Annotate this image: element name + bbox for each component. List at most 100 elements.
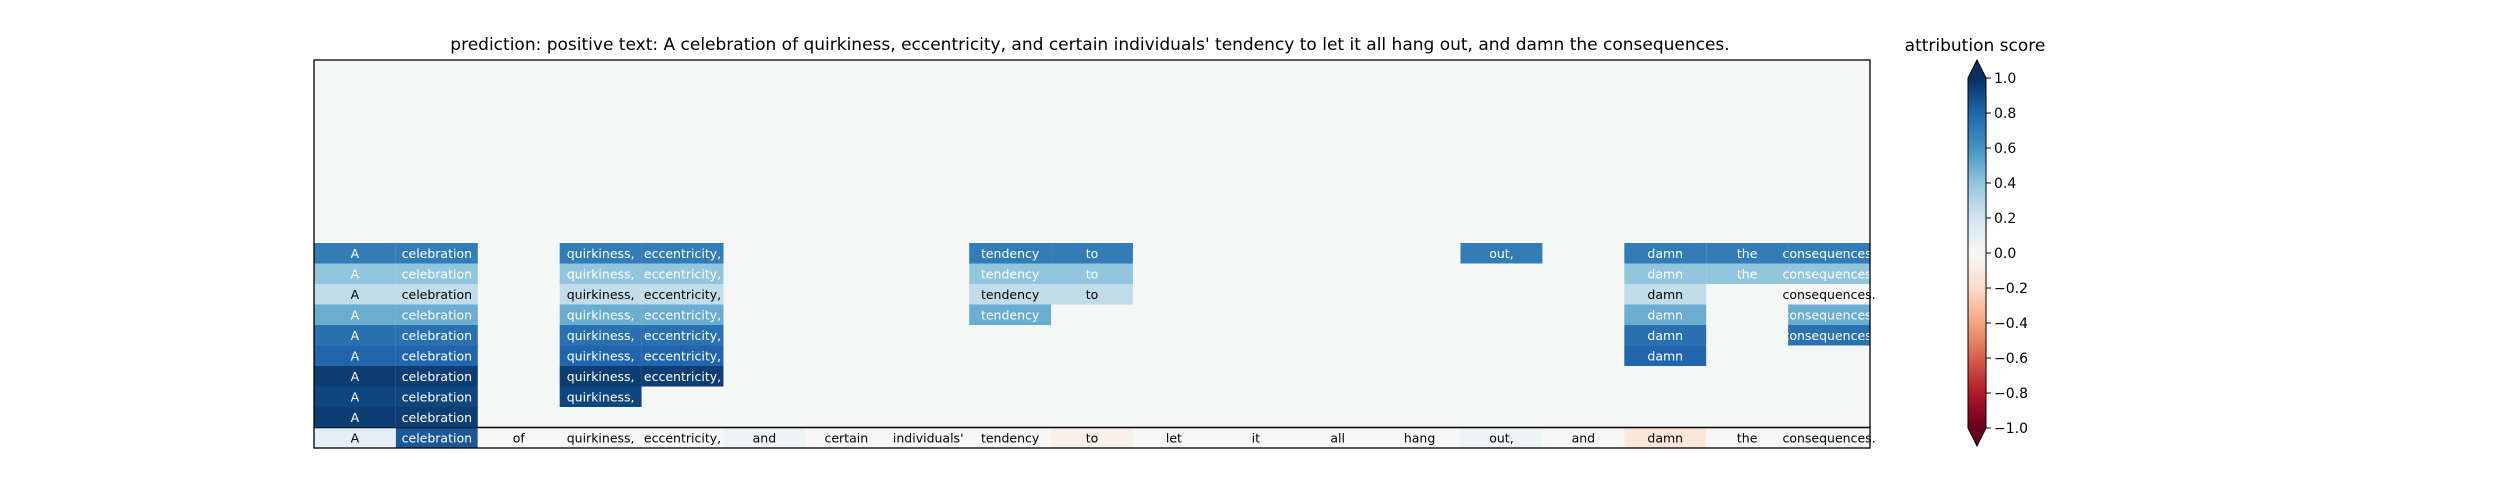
stack-row-7-token-17-cell — [1706, 263, 1789, 284]
base-token-18-label: consequences. — [1782, 430, 1875, 445]
stack-row-7-token-9-cell — [1051, 263, 1133, 284]
stack-row-5-token-18-label: consequences. — [1782, 307, 1875, 322]
stack-row-3-token-3-label: quirkiness, — [567, 348, 635, 363]
stack-row-8-token-1-cell — [395, 243, 478, 264]
stack-row-8-token-0-label: A — [351, 246, 360, 261]
stack-row-5-token-1-label: celebration — [402, 307, 472, 322]
stack-row-2-token-1-cell — [395, 366, 478, 387]
colorbar-tick-label-3: 0.4 — [1994, 176, 2016, 192]
base-token-4-cell — [641, 427, 724, 448]
stack-row-5-token-0-label: A — [351, 307, 360, 322]
stack-row-4-token-18-cell — [1788, 325, 1870, 346]
stack-row-2-token-0-label: A — [351, 369, 360, 384]
colorbar-tick-label-9: −0.8 — [1994, 386, 2028, 402]
base-token-7-label: individuals' — [893, 430, 964, 445]
stack-row-3-token-16-label: damn — [1647, 348, 1683, 363]
stack-row-6-token-4-cell — [641, 284, 724, 305]
stack-row-3-token-1-cell — [395, 345, 478, 366]
base-token-13-cell — [1378, 427, 1461, 448]
stack-row-7-token-17-label: the — [1737, 266, 1758, 281]
stack-row-7-token-1-label: celebration — [402, 266, 472, 281]
stack-row-2-token-4-cell — [641, 366, 724, 387]
stack-row-8-token-1-label: celebration — [402, 246, 472, 261]
colorbar-tick-label-1: 0.8 — [1994, 106, 2016, 122]
stack-row-7-token-0-label: A — [351, 266, 360, 281]
stack-row-7-token-8-label: tendency — [981, 266, 1040, 281]
stack-row-7-token-4-cell — [641, 263, 724, 284]
stack-row-4-token-1-cell — [395, 325, 478, 346]
stack-row-4-token-0-cell — [314, 325, 396, 346]
stack-row-5-token-8-label: tendency — [981, 307, 1040, 322]
colorbar-bottom-extension — [1968, 428, 1986, 446]
base-token-5-label: and — [753, 430, 777, 445]
stack-row-0-token-1-cell — [395, 407, 478, 428]
base-token-18-cell — [1788, 427, 1870, 448]
stack-row-5-token-3-cell — [559, 304, 642, 325]
stack-row-0-token-1-label: celebration — [402, 410, 472, 425]
stack-row-2-token-1-label: celebration — [402, 369, 472, 384]
base-token-16-cell — [1624, 427, 1707, 448]
stack-row-6-token-18-label: consequences. — [1782, 287, 1875, 302]
stack-row-6-token-8-label: tendency — [981, 287, 1040, 302]
stack-row-1-token-0-label: A — [351, 389, 360, 404]
colorbar-tick-label-0: 1.0 — [1994, 71, 2016, 87]
chart-title: prediction: positive text: A celebration… — [450, 35, 1729, 55]
colorbar-tick-label-5: 0.0 — [1994, 246, 2016, 262]
stack-row-5-token-16-cell — [1624, 304, 1707, 325]
stack-row-6-token-0-label: A — [351, 287, 360, 302]
stack-row-1-token-1-label: celebration — [402, 389, 472, 404]
stack-row-0-token-0-label: A — [351, 410, 360, 425]
stack-row-2-token-4-label: eccentricity, — [644, 369, 721, 384]
stack-row-4-token-0-label: A — [351, 328, 360, 343]
base-token-15-label: and — [1572, 430, 1596, 445]
stack-row-1-token-3-cell — [559, 386, 642, 407]
base-token-1-label: celebration — [402, 430, 472, 445]
stack-row-8-token-8-label: tendency — [981, 246, 1040, 261]
stack-row-7-token-16-label: damn — [1647, 266, 1683, 281]
stack-row-4-token-16-label: damn — [1647, 328, 1683, 343]
base-token-13-label: hang — [1404, 430, 1435, 445]
stack-row-7-token-18-cell — [1788, 263, 1870, 284]
stack-row-7-token-1-cell — [395, 263, 478, 284]
base-token-10-cell — [1132, 427, 1215, 448]
base-token-12-label: all — [1330, 430, 1345, 445]
stack-row-6-token-9-label: to — [1086, 287, 1099, 302]
stack-row-6-token-1-cell — [395, 284, 478, 305]
colorbar-top-extension — [1968, 60, 1986, 78]
stack-row-6-token-4-label: eccentricity, — [644, 287, 721, 302]
stack-row-5-token-4-label: eccentricity, — [644, 307, 721, 322]
stack-row-8-token-3-label: quirkiness, — [567, 246, 635, 261]
stack-row-3-token-1-label: celebration — [402, 348, 472, 363]
stack-row-6-token-3-cell — [559, 284, 642, 305]
stack-row-7-token-18-label: consequences. — [1782, 266, 1875, 281]
base-token-10-label: let — [1166, 430, 1182, 445]
colorbar-bar — [1968, 78, 1986, 428]
base-token-3-cell — [559, 427, 642, 448]
stack-row-8-token-18-label: consequences. — [1782, 246, 1875, 261]
stack-row-6-token-1-label: celebration — [402, 287, 472, 302]
colorbar-tick-label-6: −0.2 — [1994, 281, 2028, 297]
base-token-3-label: quirkiness, — [567, 430, 635, 445]
stack-row-5-token-16-label: damn — [1647, 307, 1683, 322]
stack-row-7-token-3-label: quirkiness, — [567, 266, 635, 281]
stack-row-4-token-1-label: celebration — [402, 328, 472, 343]
base-token-2-cell — [477, 427, 560, 448]
base-token-5-cell — [723, 427, 806, 448]
stack-row-5-token-1-cell — [395, 304, 478, 325]
stack-row-7-token-0-cell — [314, 263, 396, 284]
stack-row-4-token-4-label: eccentricity, — [644, 328, 721, 343]
stack-row-8-token-0-cell — [314, 243, 396, 264]
base-token-14-cell — [1460, 427, 1543, 448]
base-token-9-label: to — [1086, 430, 1099, 445]
base-token-9-cell — [1051, 427, 1133, 448]
stack-row-6-token-0-cell — [314, 284, 396, 305]
stack-row-3-token-4-label: eccentricity, — [644, 348, 721, 363]
base-token-15-cell — [1542, 427, 1625, 448]
stack-row-5-token-3-label: quirkiness, — [567, 307, 635, 322]
base-token-6-cell — [805, 427, 888, 448]
base-token-2-label: of — [513, 430, 526, 445]
stack-row-8-token-16-label: damn — [1647, 246, 1683, 261]
stack-row-4-token-3-cell — [559, 325, 642, 346]
stack-row-7-token-3-cell — [559, 263, 642, 284]
